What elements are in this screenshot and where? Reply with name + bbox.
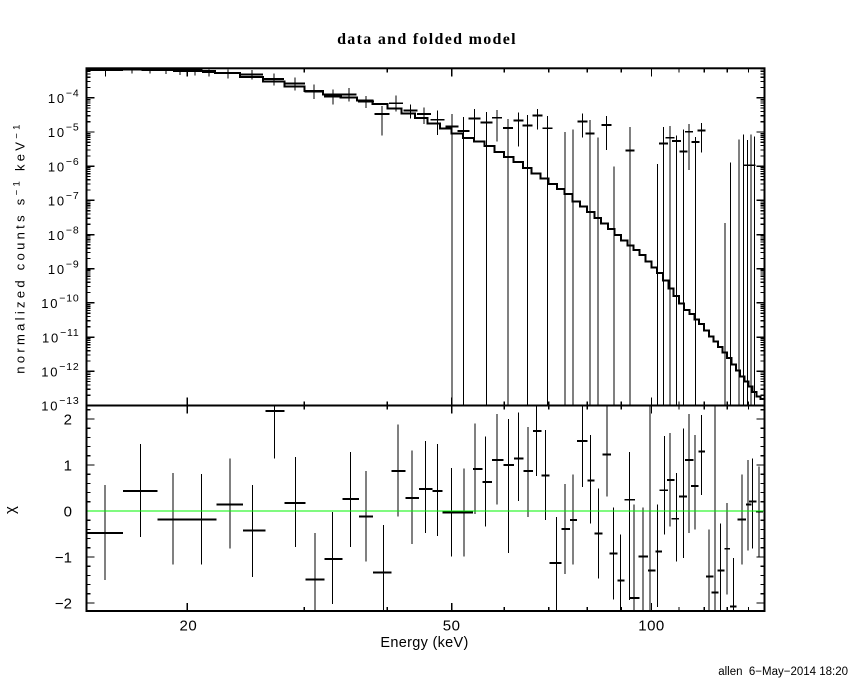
svg-text:10−10: 10−10 <box>41 293 79 312</box>
svg-text:10−6: 10−6 <box>48 156 80 175</box>
svg-text:10−13: 10−13 <box>41 395 79 414</box>
svg-text:10−9: 10−9 <box>48 258 80 277</box>
svg-text:1: 1 <box>64 457 72 474</box>
svg-text:χ: χ <box>2 506 19 514</box>
svg-text:10−11: 10−11 <box>42 327 80 346</box>
svg-text:10−7: 10−7 <box>48 190 80 209</box>
svg-text:2: 2 <box>64 411 72 428</box>
svg-text:20: 20 <box>180 618 198 635</box>
svg-text:allen 6−May−2014 18:20: allen 6−May−2014 18:20 <box>718 666 848 678</box>
svg-text:50: 50 <box>443 618 461 635</box>
svg-text:−1: −1 <box>55 549 72 566</box>
svg-text:−2: −2 <box>55 595 72 612</box>
svg-text:10−5: 10−5 <box>48 122 80 141</box>
svg-text:normalized counts s−1 keV−1: normalized counts s−1 keV−1 <box>12 121 28 373</box>
svg-text:data and folded model: data and folded model <box>337 31 517 48</box>
svg-text:Energy (keV): Energy (keV) <box>380 635 468 651</box>
svg-text:10−12: 10−12 <box>41 361 79 380</box>
svg-text:100: 100 <box>638 618 665 635</box>
svg-text:10−4: 10−4 <box>48 88 80 107</box>
svg-text:10−8: 10−8 <box>48 224 80 243</box>
svg-text:0: 0 <box>64 503 72 520</box>
